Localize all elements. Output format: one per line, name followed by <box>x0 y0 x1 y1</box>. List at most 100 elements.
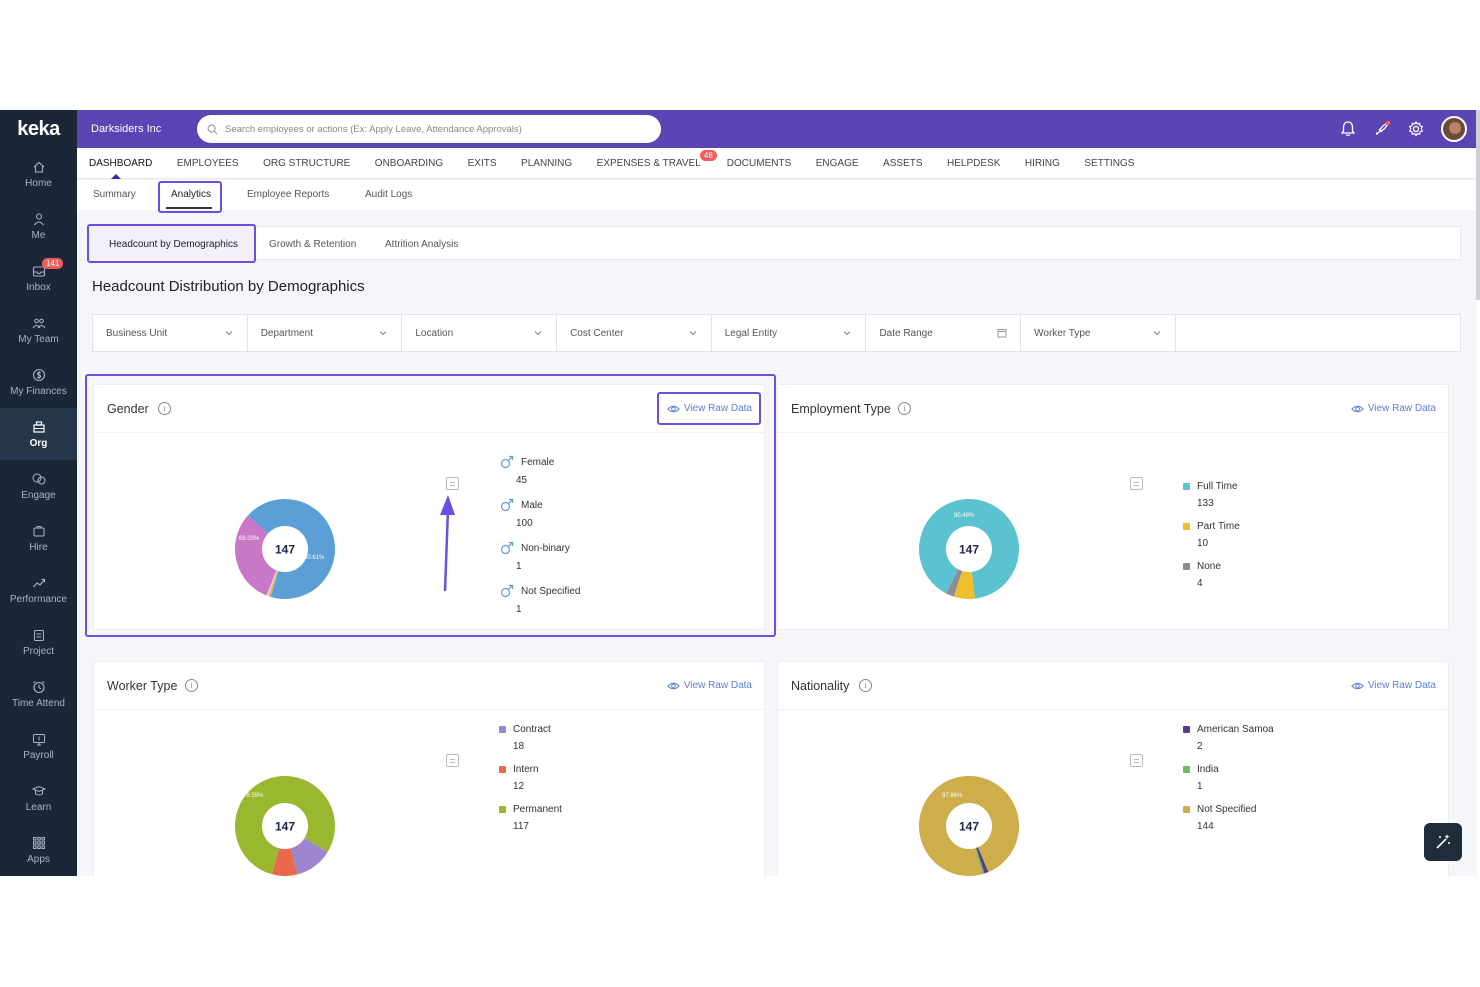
legend-not-specified[interactable]: Not Specified 1 <box>500 584 660 615</box>
sidebar-item-time-attend[interactable]: Time Attend <box>0 668 77 720</box>
search-input[interactable]: Search employees or actions (Ex: Apply L… <box>197 115 661 143</box>
donut-percent-label: 97.96% <box>942 793 963 799</box>
gender-view-raw-data[interactable]: View Raw Data <box>667 403 752 414</box>
info-icon[interactable]: i <box>898 402 911 415</box>
sidebar-item-hire[interactable]: Hire <box>0 512 77 564</box>
employment-view-raw-data[interactable]: View Raw Data <box>1351 403 1436 414</box>
legend-full-time[interactable]: Full Time 133 <box>1183 481 1343 509</box>
legend-intern[interactable]: Intern 12 <box>499 764 659 792</box>
mainnav-onboarding[interactable]: ONBOARDING <box>375 148 443 179</box>
subnav-analytics[interactable]: Analytics <box>171 189 212 200</box>
sidebar-item-inbox[interactable]: Inbox 141 <box>0 252 77 304</box>
legend-american-samoa[interactable]: American Samoa 2 <box>1183 724 1343 752</box>
page-scrollbar[interactable] <box>1476 110 1480 300</box>
legend-swatch <box>1183 726 1190 733</box>
mainnav-hiring[interactable]: HIRING <box>1025 148 1060 179</box>
sidebar-item-performance[interactable]: Performance <box>0 564 77 616</box>
sidebar-item-my-team[interactable]: My Team <box>0 304 77 356</box>
tab-headcount-demographics[interactable]: Headcount by Demographics <box>109 239 238 250</box>
mainnav-helpdesk[interactable]: HELPDESK <box>947 148 1000 179</box>
chart-menu-icon[interactable] <box>446 477 459 490</box>
tab-growth-retention[interactable]: Growth & Retention <box>269 239 357 250</box>
mainnav-org-structure[interactable]: ORG STRUCTURE <box>263 148 350 179</box>
gear-icon[interactable] <box>1407 120 1425 138</box>
legend-not-specified[interactable]: Not Specified 144 <box>1183 804 1343 832</box>
nationality-view-raw-data[interactable]: View Raw Data <box>1351 680 1436 691</box>
worker-view-raw-data[interactable]: View Raw Data <box>667 680 752 691</box>
filter-cost-center[interactable]: Cost Center <box>557 315 712 351</box>
sidebar-item-label: Apps <box>27 853 50 865</box>
legend-male[interactable]: Male 100 <box>500 498 660 529</box>
ai-assistant-button[interactable] <box>1424 823 1462 861</box>
info-icon[interactable]: i <box>185 679 198 692</box>
legend-label: Non-binary <box>521 542 570 554</box>
sidebar-item-apps[interactable]: Apps <box>0 824 77 876</box>
mainnav-settings[interactable]: SETTINGS <box>1084 148 1134 179</box>
legend-none[interactable]: None 4 <box>1183 561 1343 589</box>
mainnav-assets[interactable]: ASSETS <box>883 148 922 179</box>
legend-non-binary[interactable]: Non-binary 1 <box>500 541 660 572</box>
legend-india[interactable]: India 1 <box>1183 764 1343 792</box>
chart-menu-icon[interactable] <box>446 754 459 767</box>
info-icon[interactable]: i <box>158 402 171 415</box>
sidebar-item-my-finances[interactable]: My Finances <box>0 356 77 408</box>
legend-swatch <box>499 726 506 733</box>
subnav-employee-reports[interactable]: Employee Reports <box>247 189 330 200</box>
mainnav-planning[interactable]: PLANNING <box>521 148 572 179</box>
worker-donut-chart[interactable]: 147 79.59% <box>234 775 336 876</box>
legend-part-time[interactable]: Part Time 10 <box>1183 521 1343 549</box>
subnav-summary[interactable]: Summary <box>93 189 136 200</box>
legend-value: 117 <box>513 821 529 832</box>
mainnav-dashboard[interactable]: DASHBOARD <box>89 148 152 179</box>
legend-contract[interactable]: Contract 18 <box>499 724 659 752</box>
donut-slice-female[interactable] <box>235 515 285 596</box>
filter-date-range[interactable]: Date Range <box>866 315 1022 351</box>
mainnav-label: EMPLOYEES <box>176 157 239 169</box>
mainnav-documents[interactable]: DOCUMENTS <box>727 148 791 179</box>
legend-value: 1 <box>1197 781 1203 792</box>
filter-worker-type[interactable]: Worker Type <box>1021 315 1176 351</box>
sidebar-item-project[interactable]: Project <box>0 616 77 668</box>
legend-value: 144 <box>1197 821 1214 832</box>
legend-female[interactable]: Female 45 <box>500 455 660 486</box>
legend-label: Permanent <box>513 804 562 815</box>
mainnav-engage[interactable]: ENGAGE <box>816 148 859 179</box>
sidebar-item-me[interactable]: Me <box>0 200 77 252</box>
filter-department[interactable]: Department <box>248 315 403 351</box>
mainnav-expenses-travel[interactable]: EXPENSES & TRAVEL 48 <box>597 148 717 179</box>
legend-label: Full Time <box>1197 481 1238 492</box>
sidebar-item-home[interactable]: Home <box>0 148 77 200</box>
mainnav-employees[interactable]: EMPLOYEES <box>177 148 239 179</box>
sidebar-item-payroll[interactable]: Payroll <box>0 720 77 772</box>
legend-swatch <box>1183 483 1190 490</box>
keka-logo[interactable]: keka <box>17 117 60 140</box>
gender-donut-chart[interactable]: 147 68.03% 30.61% <box>234 498 336 600</box>
inbox-badge: 141 <box>42 258 64 269</box>
donut-slice-intern[interactable] <box>272 826 298 876</box>
nationality-donut-chart[interactable]: 147 97.96% <box>918 775 1020 876</box>
legend-swatch <box>499 806 506 813</box>
sidebar-item-learn[interactable]: Learn <box>0 772 77 824</box>
search-icon <box>207 124 218 134</box>
user-avatar[interactable] <box>1441 116 1467 142</box>
worker-title: Worker Type <box>107 679 178 693</box>
chart-menu-icon[interactable] <box>1130 754 1143 767</box>
donut-percent-label: 68.03% <box>239 536 260 542</box>
filter-location[interactable]: Location <box>402 315 558 351</box>
legend-label: Not Specified <box>1197 804 1257 815</box>
employment-donut-chart[interactable]: 147 90.48% <box>918 498 1020 600</box>
subnav-audit-logs[interactable]: Audit Logs <box>365 189 413 200</box>
info-icon[interactable]: i <box>859 679 872 692</box>
filter-legal-entity[interactable]: Legal Entity <box>712 315 867 351</box>
filter-business-unit[interactable]: Business Unit <box>93 315 248 351</box>
legend-permanent[interactable]: Permanent 117 <box>499 804 659 832</box>
sidebar-item-org[interactable]: Org <box>0 408 77 460</box>
sidebar-item-label: Learn <box>25 801 52 813</box>
bell-icon[interactable] <box>1339 120 1357 138</box>
tab-attrition-analysis[interactable]: Attrition Analysis <box>385 239 459 250</box>
mainnav-exits[interactable]: EXITS <box>468 148 497 179</box>
sidebar-item-engage[interactable]: Engage <box>0 460 77 512</box>
mainnav-label: PLANNING <box>521 157 573 169</box>
rocket-icon[interactable] <box>1373 120 1391 138</box>
chart-menu-icon[interactable] <box>1130 477 1143 490</box>
